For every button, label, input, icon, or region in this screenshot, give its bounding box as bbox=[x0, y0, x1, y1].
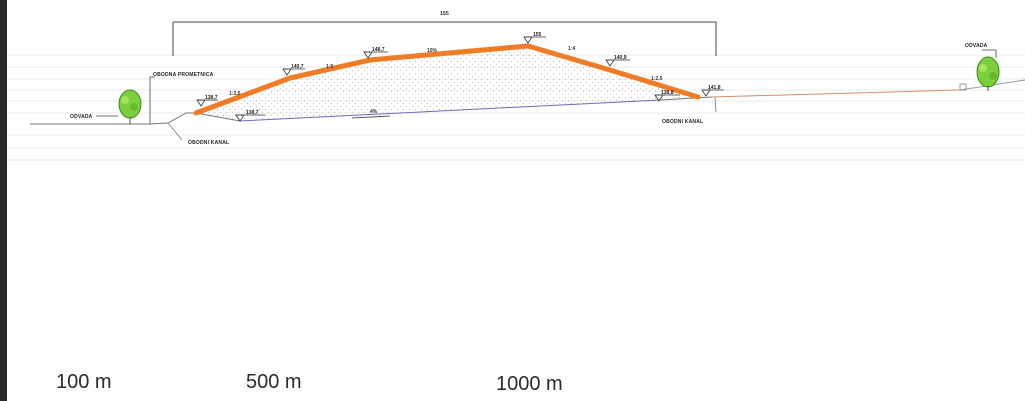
embankment-crest bbox=[193, 43, 701, 116]
right-tree-icon bbox=[959, 56, 1000, 91]
dimension-total-width: 155 bbox=[440, 11, 449, 17]
label-left-ditch: OBODNA PROMETNICA bbox=[153, 72, 214, 78]
label-left-canal: OBODNI KANAL bbox=[188, 140, 229, 146]
dimension-bracket bbox=[172, 21, 717, 56]
svg-text:141,8: 141,8 bbox=[708, 85, 721, 91]
right-tree-leader bbox=[982, 49, 997, 58]
elevation-marker-base-left: 138,7 bbox=[196, 95, 218, 107]
elevation-marker-base-right: 141,8 bbox=[701, 85, 724, 97]
slope-left-high: 1:5 bbox=[326, 64, 333, 70]
svg-text:155: 155 bbox=[533, 32, 542, 38]
svg-text:4%: 4% bbox=[370, 109, 378, 115]
elevation-marker-crest: 155 bbox=[523, 32, 546, 44]
slope-top: 10% bbox=[427, 48, 438, 54]
label-right-tree: ODVADA bbox=[965, 43, 988, 49]
svg-text:138,8: 138,8 bbox=[661, 90, 674, 96]
svg-text:140,9: 140,9 bbox=[614, 55, 627, 61]
svg-text:148,7: 148,7 bbox=[372, 47, 385, 53]
slope-left-low: 1:2,5 bbox=[229, 91, 241, 97]
left-ditch-leader bbox=[149, 76, 155, 124]
embankment-fill bbox=[196, 46, 698, 121]
elevation-marker-berm-left: 140,7 bbox=[282, 64, 305, 76]
label-right-canal: OBODNI KANAL bbox=[662, 119, 703, 125]
svg-text:140,7: 140,7 bbox=[291, 64, 304, 70]
scale-label-500: 500 m bbox=[246, 371, 302, 393]
slope-base-marker: 4% bbox=[351, 109, 391, 119]
elevation-marker-bottom-left: 138,7 bbox=[235, 110, 265, 122]
label-left-tree: ODVADA bbox=[70, 114, 93, 120]
elevation-marker-bottom-right: 138,8 bbox=[654, 90, 680, 102]
elevation-marker-mid-right: 140,9 bbox=[605, 55, 630, 67]
scale-label-1000: 1000 m bbox=[496, 373, 563, 395]
elevation-marker-mid-left: 148,7 bbox=[363, 47, 388, 59]
frame-left-border bbox=[0, 0, 7, 401]
slope-right-high: 1:4 bbox=[568, 46, 575, 52]
slope-right-low: 1:2,5 bbox=[651, 76, 663, 82]
guide-lines bbox=[7, 54, 1025, 161]
svg-text:138,7: 138,7 bbox=[205, 95, 218, 101]
left-tree-icon bbox=[118, 89, 142, 124]
scale-label-100: 100 m bbox=[56, 371, 112, 393]
svg-text:138,7: 138,7 bbox=[246, 110, 259, 116]
